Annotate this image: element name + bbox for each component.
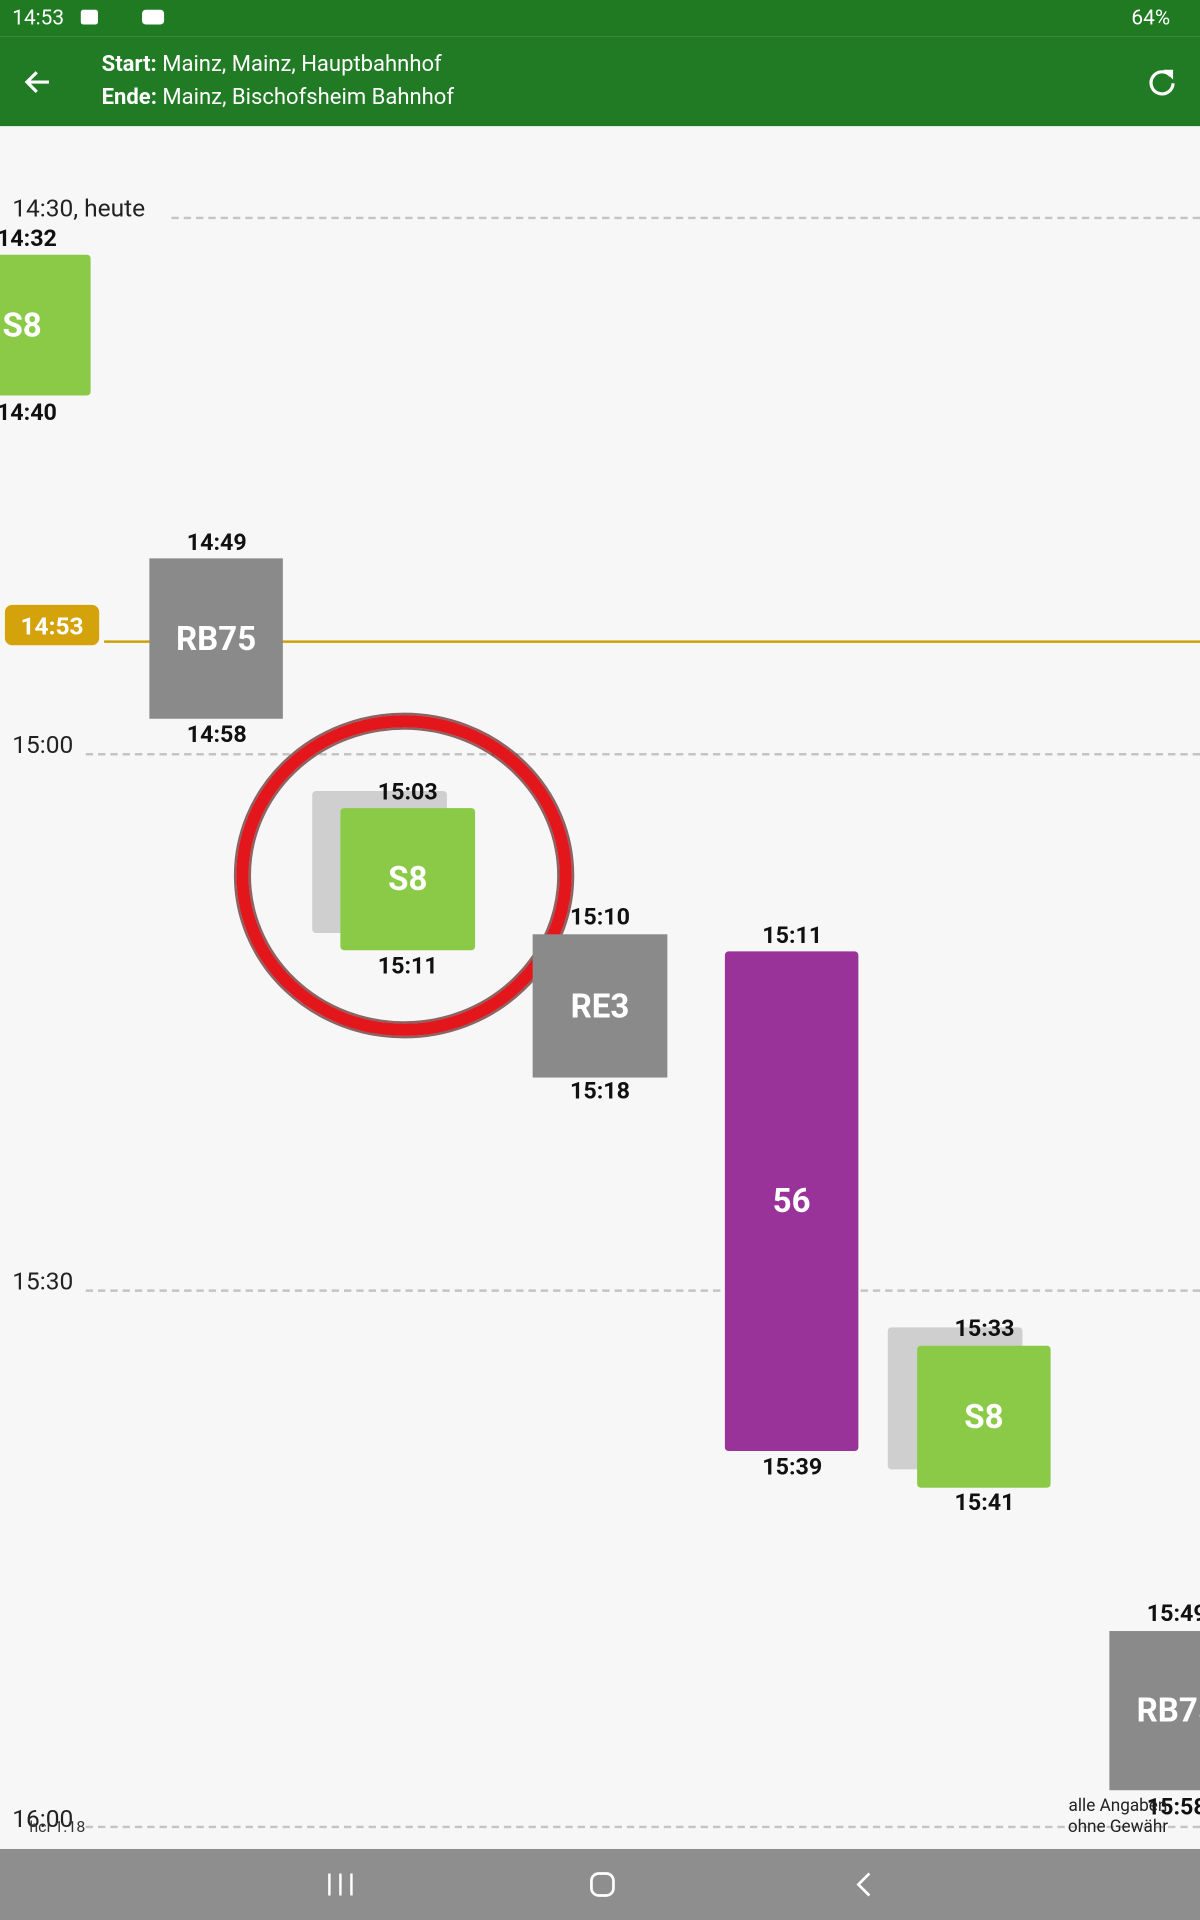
line-label: S8 bbox=[2, 305, 42, 345]
departure: 15:49 bbox=[1146, 1599, 1200, 1628]
arrival: 15:18 bbox=[570, 1076, 630, 1105]
time-label: 15:30 bbox=[12, 1266, 81, 1296]
time-line bbox=[85, 1289, 1200, 1292]
arrival: 15:58 bbox=[1146, 1792, 1200, 1821]
trip[interactable]: S8 bbox=[340, 808, 476, 951]
start-row: Start: Mainz, Mainz, Hauptbahnhof bbox=[102, 51, 442, 77]
departure: 15:33 bbox=[954, 1313, 1015, 1343]
line-label: RB75 bbox=[1136, 1691, 1200, 1731]
start-station: Mainz, Mainz, Hauptbahnhof bbox=[162, 51, 442, 78]
end-row: Ende: Mainz, Bischofsheim Bahnhof bbox=[102, 84, 454, 110]
time-line bbox=[85, 1825, 1200, 1829]
arrival: 14:40 bbox=[0, 397, 57, 427]
trip[interactable]: 56 bbox=[724, 951, 859, 1452]
version: hci 1.18 bbox=[29, 1818, 86, 1837]
departure: 14:32 bbox=[0, 224, 57, 253]
trip[interactable]: S8 bbox=[917, 1345, 1051, 1488]
end-station: Mainz, Bischofsheim Bahnhof bbox=[162, 84, 455, 111]
time-line bbox=[85, 753, 1200, 756]
status-bar: 14:53 64% bbox=[0, 0, 1200, 37]
trip[interactable]: RB75 bbox=[1109, 1631, 1200, 1791]
trip[interactable]: RB75 bbox=[149, 558, 283, 719]
time-line bbox=[171, 216, 1200, 220]
icon bbox=[80, 9, 98, 25]
departure: 15:11 bbox=[762, 920, 823, 949]
recent-apps-button[interactable] bbox=[326, 1871, 355, 1898]
highlight-circle bbox=[233, 712, 575, 1039]
departure: 15:10 bbox=[570, 902, 630, 931]
icon bbox=[142, 9, 165, 25]
home-button[interactable] bbox=[588, 1870, 617, 1899]
now-line bbox=[104, 640, 1200, 643]
time-label: 15:00 bbox=[12, 729, 81, 760]
arrival: 15:41 bbox=[954, 1487, 1015, 1516]
refresh-button[interactable] bbox=[1146, 66, 1178, 98]
text: alle Angaben bbox=[1068, 1796, 1168, 1816]
line-label: 56 bbox=[772, 1181, 811, 1221]
battery: 64% bbox=[1131, 6, 1171, 31]
app-bar: Start: Mainz, Mainz, Hauptbahnhof Ende: … bbox=[0, 36, 1200, 127]
clock: 14:53 bbox=[12, 6, 65, 31]
text: ohne Gewähr bbox=[1067, 1817, 1169, 1837]
time-label: 16:00 bbox=[12, 1803, 81, 1834]
back-nav-button[interactable] bbox=[852, 1870, 876, 1899]
line-label: S8 bbox=[388, 859, 428, 899]
disclaimer: alle Angaben ohne Gewähr bbox=[1060, 1796, 1175, 1838]
trip[interactable]: RE3 bbox=[532, 934, 668, 1078]
arrival: 14:58 bbox=[186, 720, 247, 749]
line-label: S8 bbox=[964, 1397, 1004, 1437]
back-button[interactable] bbox=[22, 66, 54, 98]
departure: 14:49 bbox=[186, 527, 247, 556]
trip[interactable]: S8 bbox=[0, 254, 91, 396]
line-label: RE3 bbox=[570, 986, 630, 1026]
label: Ende: bbox=[101, 84, 157, 111]
arrival: 15:39 bbox=[762, 1452, 823, 1481]
navigation-bar bbox=[0, 1848, 1200, 1920]
arrival: 15:11 bbox=[377, 951, 438, 980]
departure: 15:03 bbox=[377, 777, 438, 806]
now-label: 14:53 bbox=[4, 604, 100, 646]
line-label: RB75 bbox=[176, 618, 257, 659]
label: Start: bbox=[101, 51, 157, 78]
time-label: 14:30, heute bbox=[12, 193, 153, 223]
